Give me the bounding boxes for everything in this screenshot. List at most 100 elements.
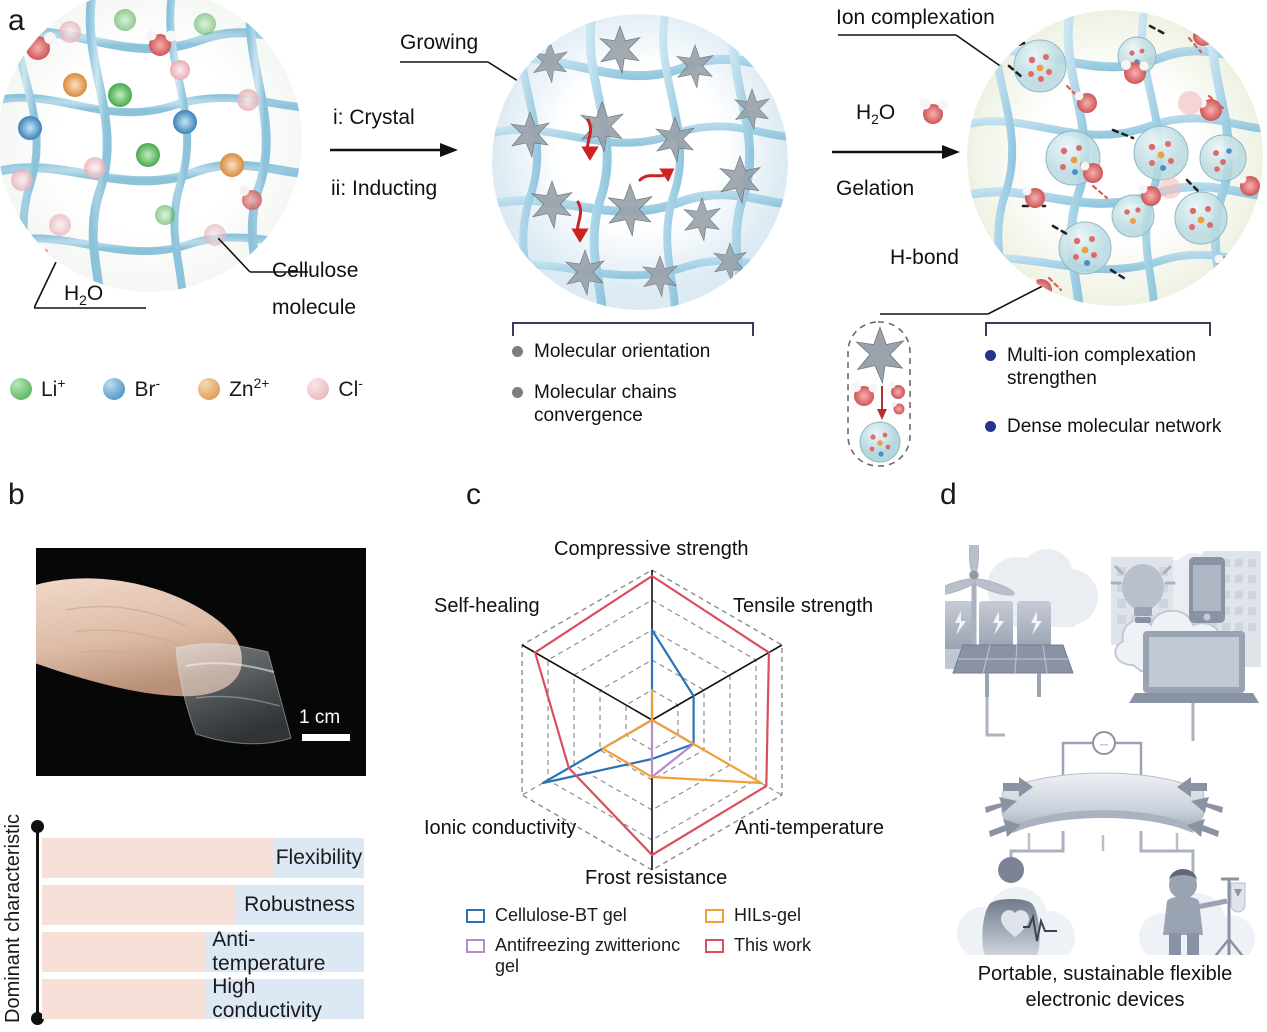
bar-label: Flexibility [275, 846, 363, 869]
bar-label-box: High conductivity [206, 975, 364, 1022]
ion-label-li: Li+ [41, 375, 66, 401]
label-cellulose: Cellulose [272, 259, 359, 282]
legend-swatch-antifreezing-zwitterionc-gel [466, 939, 485, 954]
panel-d-caption: Portable, sustainable flexible electroni… [977, 963, 1233, 1011]
bullet-item: Multi-ion complexation strengthen [985, 344, 1267, 390]
ion-legend-item: Cl- [307, 375, 363, 402]
legend-swatch-this-work [705, 939, 724, 954]
radar-label-frost-resistance: Frost resistance [585, 867, 728, 889]
label-h2o-mid: H2O [856, 101, 896, 128]
label-step-ii: ii: Inducting [331, 177, 438, 200]
svg-text:⎓: ⎓ [1100, 740, 1108, 751]
bullet-item: Molecular chains convergence [512, 381, 782, 427]
panel-label-d: d [940, 478, 957, 511]
panel-a-middle-network [490, 12, 790, 312]
axis-dot-bottom [31, 1012, 44, 1025]
bar-row: Flexibility [42, 838, 364, 878]
legend-label: Cellulose-BT gel [495, 905, 627, 925]
cellulose-leader [217, 237, 310, 284]
ion-dot-cl-icon [307, 377, 330, 400]
bullet-dot-icon [512, 387, 523, 399]
bullet-text: Molecular orientation [534, 341, 711, 362]
bar-row: Anti-temperature [42, 928, 364, 975]
bar-fill [42, 932, 207, 972]
bar-fill [42, 885, 236, 925]
bar-label-box: Robustness [235, 885, 364, 925]
panel-d-illustration: ⎓ [933, 530, 1265, 963]
bar-fill [42, 838, 274, 878]
bar-label-box: Anti-temperature [206, 928, 364, 975]
arrow-step-1 [330, 140, 458, 160]
panel-b-axis-label: Dominant characteristic [2, 814, 24, 1023]
radar-label-compressive-strength: Compressive strength [554, 538, 749, 560]
label-molecule: molecule [272, 296, 357, 319]
panel-a-middle-bullets: Molecular orientation Molecular chains c… [512, 340, 782, 428]
legend-swatch-hils-gel [705, 909, 724, 923]
meter-icon [1092, 731, 1116, 755]
radar-label-ionic-conductivity: Ionic conductivity [424, 817, 577, 839]
panel-label-c: c [466, 478, 481, 511]
bullet-text: Molecular chains convergence [534, 382, 677, 427]
radar-label-anti-temperature: Anti-temperature [735, 817, 884, 839]
bullet-text: Multi-ion complexation strengthen [1007, 345, 1197, 390]
bar-label-box: Flexibility [273, 838, 364, 878]
label-hbond: H-bond [890, 246, 959, 269]
panel-a-right-network [965, 8, 1265, 308]
ion-legend-item: Zn2+ [198, 375, 269, 402]
ion-label-br: Br- [134, 375, 161, 401]
label-gelation: Gelation [836, 177, 915, 200]
axis-dot-top [31, 820, 44, 833]
label-h2o-left: H2O [64, 282, 104, 309]
ion-dot-br-icon [103, 377, 126, 400]
ion-legend: Li+ Br- Zn2+ Cl- [10, 375, 363, 402]
bullet-dot-icon [985, 350, 996, 361]
panel-b-bars: Flexibility Robustness Anti-temperature … [31, 820, 366, 1025]
bullet-item: Molecular orientation [512, 340, 782, 363]
arrow-step-2 [832, 142, 960, 162]
legend-swatch-cellulose-bt-gel [466, 909, 485, 923]
bracket-middle [512, 322, 754, 336]
radar-label-tensile-strength: Tensile strength [733, 595, 874, 617]
ion-label-cl: Cl- [338, 375, 363, 401]
bar-row: High conductivity [42, 975, 364, 1022]
bullet-text: Dense molecular network [1007, 416, 1222, 438]
h2o-molecule-icon [916, 96, 950, 126]
bullet-dot-icon [512, 346, 523, 357]
radar-legend: Cellulose-BT gel Antifreezing zwitterion… [466, 905, 906, 987]
bar-label: High conductivity [212, 975, 322, 1022]
ion-label-zn: Zn2+ [229, 375, 270, 401]
ion-dot-li-icon [10, 377, 32, 400]
panel-a-inset-mechanism [838, 318, 928, 470]
ion-dot-zn-icon [198, 377, 221, 400]
label-growing: Growing [400, 31, 479, 54]
radar-chart-svg [521, 569, 783, 871]
dominant-axis-line [36, 826, 39, 1019]
legend-label: Antifreezing zwitterionc gel [495, 935, 681, 977]
radar-label-self-healing: Self-healing [434, 595, 540, 617]
ion-legend-item: Li+ [10, 375, 65, 402]
bullet-dot-icon [985, 421, 996, 433]
bar-fill [42, 979, 207, 1019]
label-step-i: i: Crystal [333, 106, 415, 129]
bullet-item: Dense molecular network [985, 415, 1267, 438]
ion-legend-item: Br- [103, 375, 160, 402]
legend-label: HILs-gel [734, 905, 802, 925]
legend-label: This work [734, 935, 812, 956]
bar-label: Anti-temperature [212, 928, 326, 975]
legend-item[interactable]: This work [705, 935, 905, 956]
panel-label-a: a [8, 4, 25, 37]
legend-item[interactable]: Antifreezing zwitterionc gel [466, 935, 691, 977]
legend-item[interactable]: HILs-gel [705, 905, 905, 926]
bar-row: Robustness [42, 885, 364, 925]
bracket-right [985, 322, 1211, 336]
radar-chart [455, 520, 915, 890]
panel-b-photo: 1 cm [36, 548, 366, 776]
panel-a-left-network [0, 0, 320, 300]
h2o-leader-left [33, 261, 154, 322]
legend-item[interactable]: Cellulose-BT gel [466, 905, 691, 926]
panel-label-b: b [8, 478, 25, 511]
bar-label: Robustness [244, 893, 356, 916]
label-ion-complexation: Ion complexation [836, 6, 995, 29]
scale-bar-text: 1 cm [299, 707, 340, 728]
panel-a-right-bullets: Multi-ion complexation strengthen Dense … [985, 344, 1267, 439]
